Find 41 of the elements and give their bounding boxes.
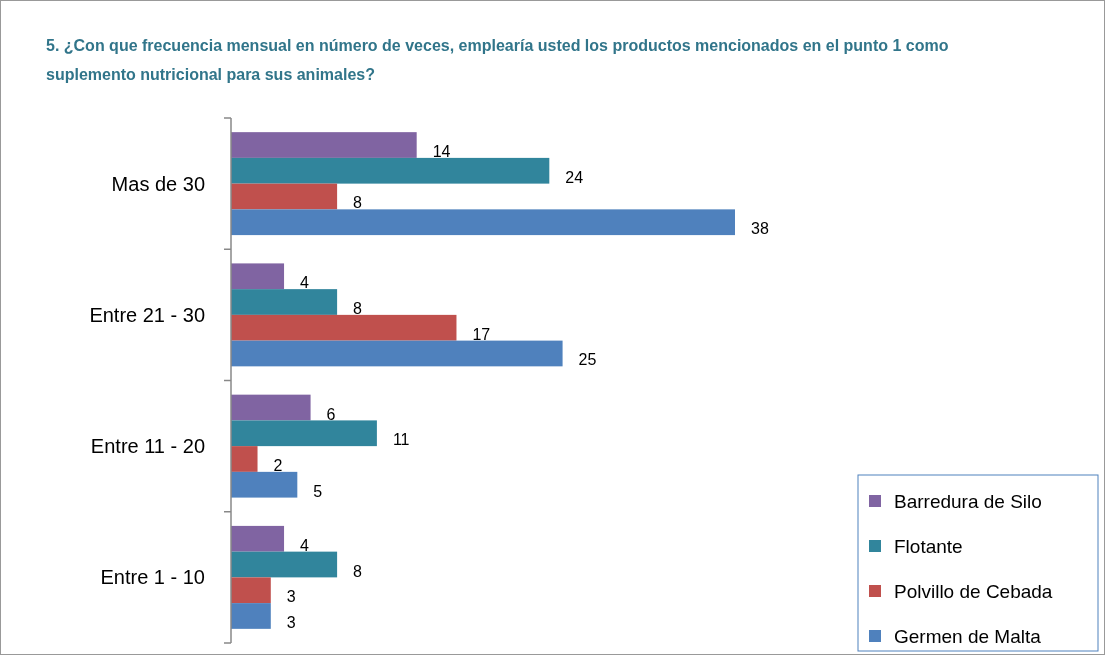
bar: [231, 577, 271, 604]
y-tick-label: Entre 21 - 30: [89, 303, 205, 326]
data-label: 6: [326, 405, 336, 423]
data-label: 8: [353, 194, 363, 212]
data-label: 25: [578, 351, 597, 369]
bar: [231, 471, 298, 498]
bar: [231, 263, 285, 290]
y-tick-label: Mas de 30: [111, 172, 205, 195]
bar: [231, 340, 563, 367]
data-label: 2: [273, 456, 283, 474]
bar: [231, 183, 338, 210]
legend-label: Polvillo de Cebada: [894, 581, 1053, 602]
data-label: 8: [353, 562, 363, 580]
chart-title: 5. ¿Con que frecuencia mensual en número de veces, emplearía usted los productos mencionados en el punto 1 como suplemento nutricional para sus animales?: [46, 37, 949, 83]
legend-label: Barredura de Silo: [894, 491, 1042, 512]
data-label: 3: [286, 613, 296, 631]
bar: [231, 314, 457, 341]
bar: [231, 420, 377, 447]
data-label: 17: [472, 325, 491, 343]
bar: [231, 157, 550, 184]
bar: [231, 394, 311, 421]
legend-label: Germen de Malta: [894, 626, 1042, 647]
legend-label: Flotante: [894, 536, 963, 557]
bar: [231, 132, 417, 158]
y-tick-label: Entre 11 - 20: [90, 435, 205, 458]
bar: [231, 603, 271, 629]
data-label: 8: [353, 300, 363, 318]
data-label: 24: [565, 168, 584, 186]
bar: [231, 289, 338, 315]
data-label: 5: [313, 482, 323, 500]
data-label: 3: [286, 588, 296, 606]
data-label: 14: [432, 143, 451, 161]
data-label: 38: [751, 220, 769, 238]
y-tick-label: Entre 1 - 10: [100, 566, 205, 589]
bar: [231, 446, 258, 472]
bar: [231, 525, 285, 552]
data-label: 4: [300, 536, 310, 554]
data-label: 11: [392, 431, 410, 449]
data-label: 4: [300, 274, 310, 292]
bar: [231, 209, 735, 236]
bar: [231, 551, 338, 578]
